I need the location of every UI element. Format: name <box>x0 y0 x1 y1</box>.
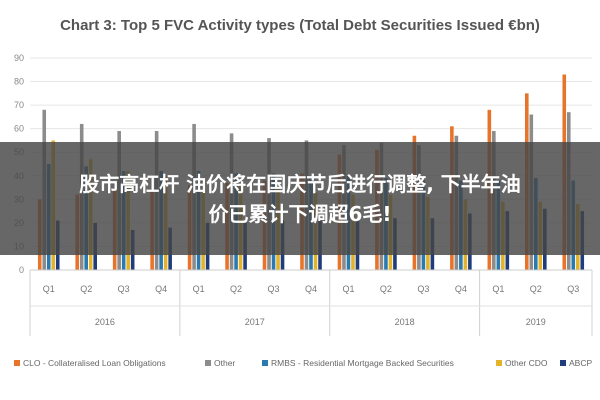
legend-swatch <box>14 360 20 366</box>
year-group-label: 2019 <box>526 317 546 327</box>
legend-swatch <box>262 360 268 366</box>
y-tick-label: 0 <box>19 265 24 275</box>
x-tick-label: Q2 <box>80 284 92 294</box>
y-tick-label: 70 <box>14 100 24 110</box>
year-group-label: 2017 <box>245 317 265 327</box>
legend-swatch <box>205 360 211 366</box>
news-overlay-banner[interactable]: 股市高杠杆 油价将在国庆节后进行调整, 下半年油 价已累计下调超6毛! <box>0 142 600 255</box>
x-tick-label: Q4 <box>305 284 317 294</box>
x-tick-label: Q2 <box>530 284 542 294</box>
x-tick-label: Q3 <box>118 284 130 294</box>
overlay-text-line-2: 价已累计下调超6毛! <box>208 201 392 226</box>
x-tick-label: Q1 <box>342 284 354 294</box>
legend-label: Other CDO <box>505 358 548 368</box>
x-tick-label: Q3 <box>567 284 579 294</box>
y-tick-label: 60 <box>14 124 24 134</box>
year-group-label: 2018 <box>395 317 415 327</box>
legend-label: RMBS - Residential Mortgage Backed Secur… <box>271 358 454 368</box>
legend-label: ABCP <box>569 358 592 368</box>
chart-title: Chart 3: Top 5 FVC Activity types (Total… <box>60 17 540 34</box>
overlay-text-line-1: 股市高杠杆 油价将在国庆节后进行调整, 下半年油 <box>79 171 521 196</box>
legend-label: CLO - Collateralised Loan Obligations <box>23 358 166 368</box>
x-tick-label: Q1 <box>43 284 55 294</box>
y-tick-label: 80 <box>14 77 24 87</box>
x-tick-label: Q2 <box>230 284 242 294</box>
x-tick-label: Q4 <box>155 284 167 294</box>
legend-swatch <box>560 360 566 366</box>
x-tick-label: Q4 <box>455 284 467 294</box>
y-tick-label: 90 <box>14 53 24 63</box>
legend-label: Other <box>214 358 235 368</box>
x-axis: Q1 Q2 Q3 Q4 Q1 Q2 Q3 Q4 Q1 Q2 Q3 Q4 Q1 Q2 Q3 2016 2017 20… <box>29 269 593 336</box>
x-tick-label: Q1 <box>492 284 504 294</box>
legend: CLO - Collateralised Loan Obligations Oth… <box>14 358 592 368</box>
legend-swatch <box>496 360 502 366</box>
x-tick-label: Q2 <box>380 284 392 294</box>
x-tick-label: Q1 <box>193 284 205 294</box>
x-tick-label: Q3 <box>268 284 280 294</box>
year-group-label: 2016 <box>95 317 115 327</box>
x-tick-label: Q3 <box>417 284 429 294</box>
